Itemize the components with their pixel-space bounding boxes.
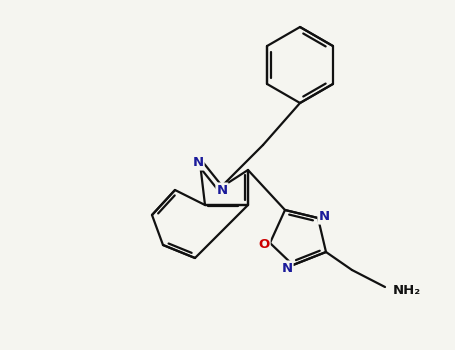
Text: N: N [318,210,329,224]
Text: N: N [192,156,203,169]
Text: NH₂: NH₂ [393,284,421,296]
Text: N: N [282,261,293,274]
Text: O: O [258,238,270,251]
Text: N: N [217,183,228,196]
